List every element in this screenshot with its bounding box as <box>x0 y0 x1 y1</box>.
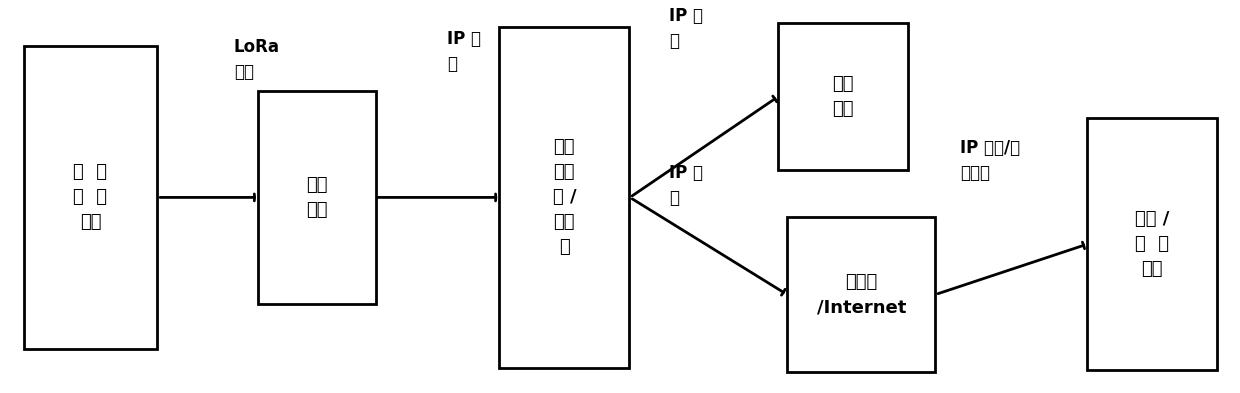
Text: 接收
网关: 接收 网关 <box>306 176 327 219</box>
Text: IP 外
网: IP 外 网 <box>670 164 703 207</box>
Text: LoRa
无线: LoRa 无线 <box>234 38 280 81</box>
Text: 手机 /
移  动
终端: 手机 / 移 动 终端 <box>1135 210 1169 278</box>
Text: IP 外网/移
动网络: IP 外网/移 动网络 <box>960 139 1021 182</box>
Text: 后台
服务
器 /
数据
库: 后台 服务 器 / 数据 库 <box>553 138 577 256</box>
Text: 输  液
报  警
模块: 输 液 报 警 模块 <box>73 163 108 231</box>
Bar <box>787 217 935 372</box>
Bar <box>777 23 908 170</box>
Text: IP 网
络: IP 网 络 <box>446 30 481 73</box>
Text: 大屏
显示: 大屏 显示 <box>832 75 853 118</box>
Bar <box>500 26 629 368</box>
Bar <box>1087 118 1216 370</box>
Text: IP 网
络: IP 网 络 <box>670 7 703 50</box>
Text: 云　端
/Internet: 云 端 /Internet <box>817 273 906 316</box>
Bar <box>24 46 157 349</box>
Bar <box>258 91 376 304</box>
